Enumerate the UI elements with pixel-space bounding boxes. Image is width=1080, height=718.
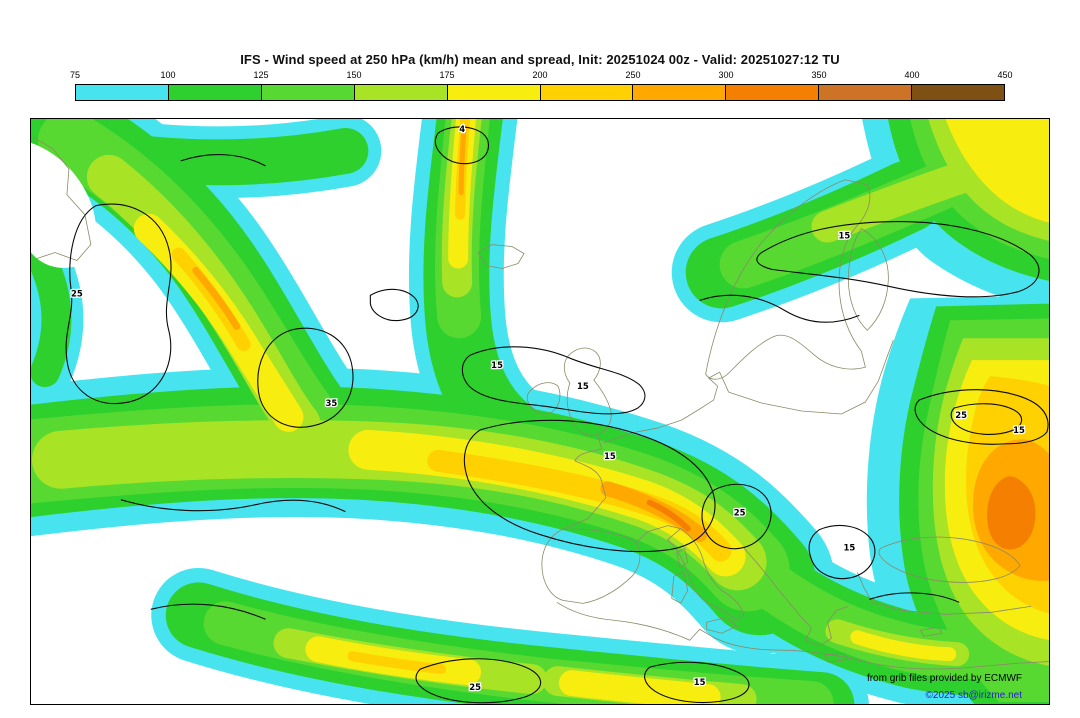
attribution-copyright-link[interactable]: ©2025 sb@irizme.net — [925, 690, 1022, 701]
page-title: IFS - Wind speed at 250 hPa (km/h) mean … — [240, 52, 840, 67]
contour-label: 15 — [604, 451, 616, 461]
map-path — [847, 228, 889, 331]
colorbar-segment — [726, 85, 820, 100]
contour-label: 25 — [469, 682, 481, 692]
map-path — [850, 630, 957, 662]
map-path — [667, 528, 745, 621]
map-path — [914, 389, 1049, 445]
colorbar-tick-label: 175 — [439, 70, 455, 80]
colorbar-tick-label: 200 — [532, 70, 548, 80]
colorbar-segment — [819, 85, 913, 100]
weather-map: 4 25 35 15 15 15 25 15 15 25 15 25 15 — [31, 119, 1049, 704]
colorbar-tick-label: 300 — [718, 70, 734, 80]
colorbar-segment — [912, 85, 1005, 100]
colorbar-segment — [168, 85, 262, 100]
map-path — [347, 651, 447, 675]
map-path — [706, 616, 738, 634]
map-path — [646, 499, 691, 532]
map-path — [634, 525, 681, 544]
map-path — [461, 346, 646, 415]
map-path — [644, 661, 750, 703]
contour-label: 25 — [71, 288, 83, 298]
colorbar-tick-label: 450 — [997, 70, 1013, 80]
map-path — [728, 340, 894, 415]
map-path — [458, 124, 467, 196]
map-frame: 4 25 35 15 15 15 25 15 15 25 15 25 15 — [30, 118, 1050, 705]
map-path — [705, 179, 871, 380]
map-path — [192, 266, 241, 330]
map-path — [603, 371, 729, 444]
map-path — [434, 126, 489, 165]
colorbar-segment — [76, 85, 169, 100]
low-wind-gap — [31, 142, 97, 268]
map-path — [65, 203, 172, 404]
map-path — [120, 499, 346, 513]
colorbar-tick-label: 100 — [160, 70, 176, 80]
map-path — [869, 592, 960, 603]
map-path — [756, 221, 1040, 298]
contour-label: 15 — [577, 381, 589, 391]
map-path — [823, 652, 850, 663]
map-path — [878, 536, 1021, 583]
map-path — [561, 436, 607, 530]
map-path — [808, 525, 876, 580]
map-path — [671, 570, 689, 604]
colorbar-tick-label: 400 — [904, 70, 920, 80]
contour-layer — [65, 126, 1049, 704]
attribution-source: from grib files provided by ECMWF — [866, 673, 1022, 684]
contour-label: 15 — [1013, 425, 1025, 435]
map-path — [945, 119, 1049, 223]
contour-label: 15 — [694, 677, 706, 687]
contour-label: 25 — [955, 410, 967, 420]
contour-label: 35 — [326, 398, 338, 408]
map-path — [477, 244, 525, 269]
map-path — [701, 483, 772, 550]
coastline-layer — [32, 136, 1049, 670]
map-path — [31, 142, 97, 268]
contour-label-layer: 4 25 35 15 15 15 25 15 15 25 15 25 15 — [70, 123, 1027, 694]
colorbar-tick-label: 150 — [346, 70, 362, 80]
map-path — [558, 670, 721, 704]
contour-label: 15 — [843, 543, 855, 553]
colorbar-tick-label: 350 — [811, 70, 827, 80]
map-path — [150, 603, 266, 620]
map-path — [556, 602, 1049, 670]
colorbar-track — [75, 84, 1005, 101]
colorbar-segment — [540, 85, 634, 100]
map-path — [369, 288, 419, 322]
map-path — [180, 154, 266, 167]
wind-layer-dark-orange — [646, 499, 691, 532]
map-path — [541, 528, 641, 604]
map-path — [257, 327, 354, 428]
colorbar-segment — [261, 85, 355, 100]
map-path — [919, 626, 943, 637]
map-path — [699, 294, 860, 323]
colorbar-segment — [447, 85, 541, 100]
contour-label: 15 — [838, 231, 850, 241]
map-path — [791, 605, 849, 647]
contour-label: 25 — [734, 508, 746, 518]
colorbar-segment — [354, 85, 448, 100]
map-path — [31, 237, 72, 388]
colorbar-tick-label: 125 — [253, 70, 269, 80]
map-path — [415, 658, 542, 704]
wind-blob-dark-orange — [987, 476, 1036, 550]
contour-label: 15 — [491, 360, 503, 370]
map-path — [987, 476, 1036, 550]
map-path — [950, 403, 1023, 435]
map-path — [676, 547, 689, 569]
colorbar-tick-label: 75 — [69, 70, 81, 80]
map-path — [526, 382, 561, 415]
map-path — [463, 419, 716, 553]
map-path — [743, 547, 792, 606]
colorbar-tick-label: 250 — [625, 70, 641, 80]
colorbar-labels: 75 100 125 150 175 200 250 300 350 400 450 — [70, 70, 1013, 81]
colorbar-segment — [633, 85, 727, 100]
map-path — [857, 572, 1032, 615]
contour-label: 4 — [459, 124, 465, 134]
